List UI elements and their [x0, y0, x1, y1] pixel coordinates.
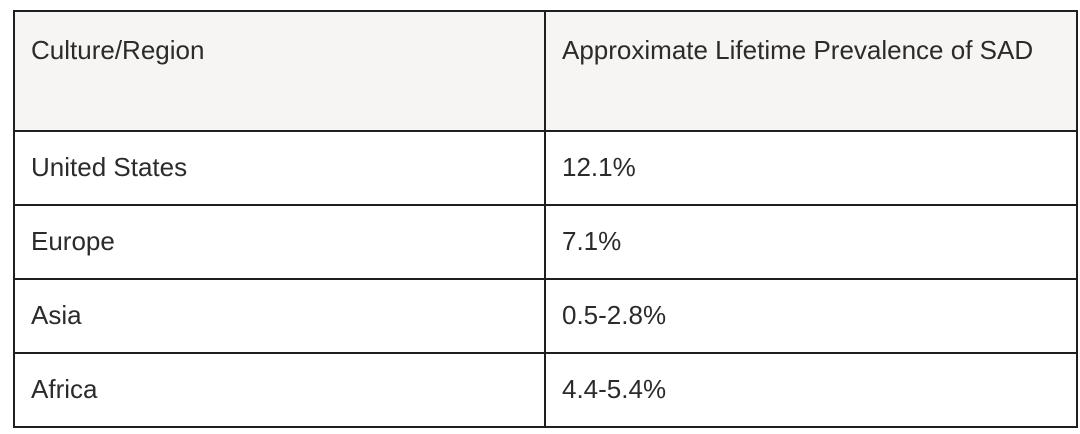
- region-cell: United States: [13, 130, 546, 206]
- header-row: Culture/Region Approximate Lifetime Prev…: [13, 10, 1078, 132]
- prevalence-cell: 0.5-2.8%: [544, 278, 1078, 354]
- table-row: Europe 7.1%: [13, 204, 1078, 280]
- region-cell: Africa: [13, 352, 546, 428]
- header-lifetime-prevalence: Approximate Lifetime Prevalence of SAD: [544, 10, 1078, 132]
- header-culture-region: Culture/Region: [13, 10, 546, 132]
- prevalence-table-container: Culture/Region Approximate Lifetime Prev…: [13, 10, 1078, 428]
- region-cell: Asia: [13, 278, 546, 354]
- prevalence-table: Culture/Region Approximate Lifetime Prev…: [13, 10, 1078, 428]
- table-row: United States 12.1%: [13, 130, 1078, 206]
- region-cell: Europe: [13, 204, 546, 280]
- table-header: Culture/Region Approximate Lifetime Prev…: [13, 10, 1078, 132]
- table-row: Asia 0.5-2.8%: [13, 278, 1078, 354]
- table-row: Africa 4.4-5.4%: [13, 352, 1078, 428]
- table-body: United States 12.1% Europe 7.1% Asia 0.5…: [13, 130, 1078, 428]
- prevalence-cell: 12.1%: [544, 130, 1078, 206]
- prevalence-cell: 4.4-5.4%: [544, 352, 1078, 428]
- prevalence-cell: 7.1%: [544, 204, 1078, 280]
